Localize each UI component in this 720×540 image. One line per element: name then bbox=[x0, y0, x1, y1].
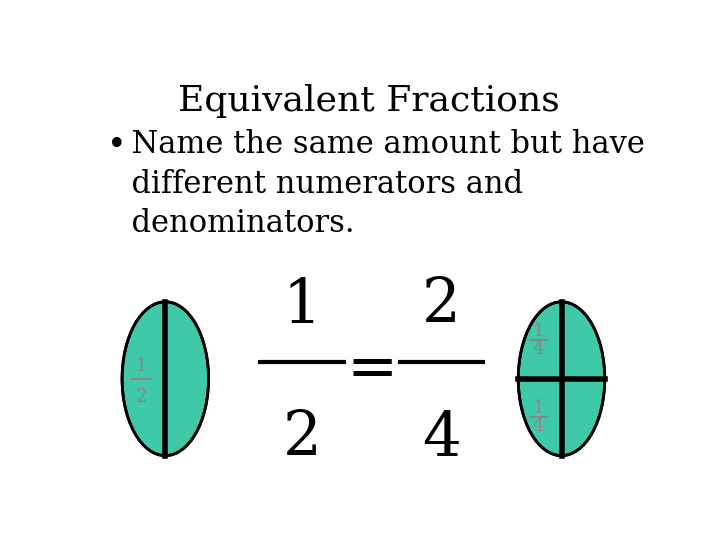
Text: 2: 2 bbox=[283, 408, 321, 468]
Text: =: = bbox=[346, 340, 397, 400]
Text: 4: 4 bbox=[422, 408, 461, 468]
Text: 1: 1 bbox=[135, 357, 147, 375]
Text: Name the same amount but have: Name the same amount but have bbox=[112, 129, 645, 160]
Ellipse shape bbox=[122, 302, 209, 456]
Text: 2: 2 bbox=[135, 388, 147, 406]
Text: 1: 1 bbox=[283, 275, 321, 335]
Text: 1: 1 bbox=[532, 399, 544, 417]
Text: Equivalent Fractions: Equivalent Fractions bbox=[178, 84, 560, 118]
Text: 4: 4 bbox=[533, 341, 544, 359]
Text: denominators.: denominators. bbox=[112, 208, 355, 239]
Text: •: • bbox=[107, 129, 127, 162]
Text: 2: 2 bbox=[422, 275, 461, 335]
Text: 4: 4 bbox=[533, 417, 544, 435]
Ellipse shape bbox=[518, 302, 605, 456]
Text: 1: 1 bbox=[532, 322, 544, 340]
Text: different numerators and: different numerators and bbox=[112, 168, 523, 200]
